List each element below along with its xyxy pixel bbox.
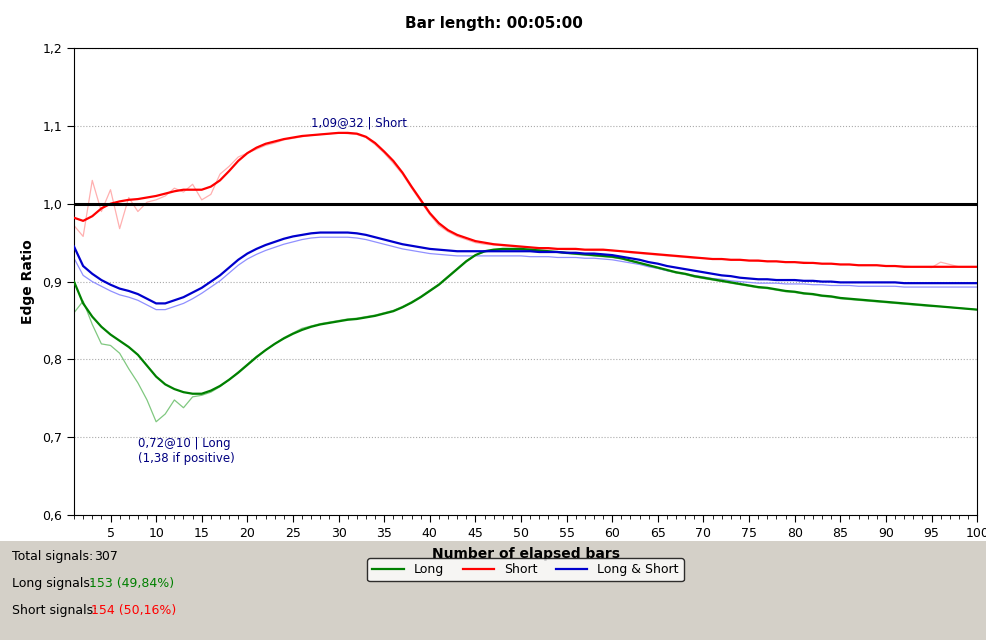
Text: Bar length: 00:05:00: Bar length: 00:05:00 <box>404 16 582 31</box>
Text: Long signals:: Long signals: <box>12 577 94 590</box>
Text: 153 (49,84%): 153 (49,84%) <box>89 577 174 590</box>
Text: 1,09@32 | Short: 1,09@32 | Short <box>311 116 407 130</box>
Y-axis label: Edge Ratio: Edge Ratio <box>22 239 35 324</box>
Text: 0,72@10 | Long
(1,38 if positive): 0,72@10 | Long (1,38 if positive) <box>138 437 235 465</box>
X-axis label: Number of elapsed bars: Number of elapsed bars <box>431 547 619 561</box>
Text: 307: 307 <box>94 550 117 563</box>
Legend: Long, Short, Long & Short: Long, Short, Long & Short <box>367 558 683 581</box>
Text: 154 (50,16%): 154 (50,16%) <box>91 604 176 617</box>
Text: Short signals:: Short signals: <box>12 604 97 617</box>
Text: Total signals:: Total signals: <box>12 550 93 563</box>
